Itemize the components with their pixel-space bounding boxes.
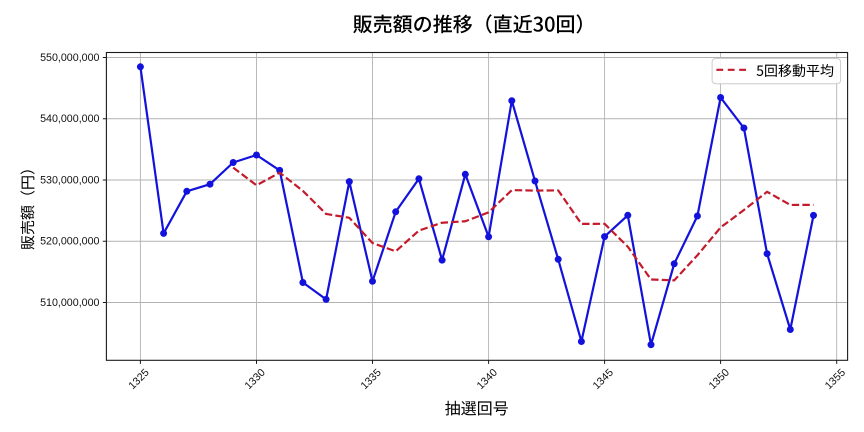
svg-text:540,000,000: 540,000,000	[40, 113, 99, 125]
svg-text:550,000,000: 550,000,000	[40, 52, 99, 64]
svg-text:510,000,000: 510,000,000	[40, 297, 99, 309]
svg-text:520,000,000: 520,000,000	[40, 236, 99, 248]
svg-text:530,000,000: 530,000,000	[40, 174, 99, 186]
